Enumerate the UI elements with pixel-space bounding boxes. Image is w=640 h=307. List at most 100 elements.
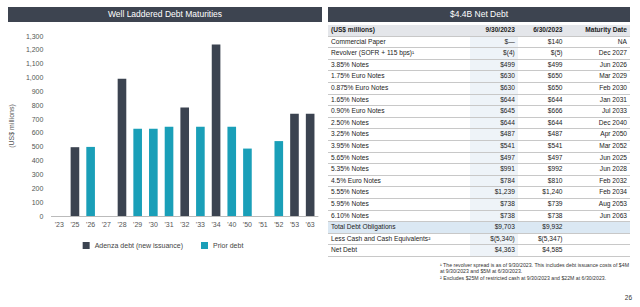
svg-text:400: 400 xyxy=(32,157,44,164)
html-text:$644: $644 xyxy=(547,118,563,126)
svg-text:'52: '52 xyxy=(274,221,283,228)
html-text:2.50% Notes: 2.50% Notes xyxy=(331,118,369,126)
svg-text:700: 700 xyxy=(32,116,44,123)
svg-text:'27: '27 xyxy=(102,221,111,228)
html-text:Feb 2034: Feb 2034 xyxy=(599,188,627,196)
html-text:5.65% Notes: 5.65% Notes xyxy=(331,153,369,161)
html-text:$499: $499 xyxy=(547,60,563,68)
html-text:$487: $487 xyxy=(500,130,515,138)
html-text:Dec 2040: Dec 2040 xyxy=(598,118,627,126)
html-text:Commercial Paper: Commercial Paper xyxy=(331,37,386,45)
html-text:Jun 2063: Jun 2063 xyxy=(599,211,627,219)
svg-text:'31: '31 xyxy=(164,221,173,228)
html-text:$497: $497 xyxy=(547,153,563,161)
html-text:$784: $784 xyxy=(500,176,515,184)
html-text:$644: $644 xyxy=(547,95,563,103)
svg-text:100: 100 xyxy=(32,199,44,206)
html-text:5.95% Notes: 5.95% Notes xyxy=(331,199,369,207)
svg-text:(US$ millions): (US$ millions) xyxy=(8,104,16,148)
html-text:Mar 2052: Mar 2052 xyxy=(599,141,627,149)
html-text:$499: $499 xyxy=(500,60,515,68)
html-text:Revolver (SOFR + 115 bps)¹: Revolver (SOFR + 115 bps)¹ xyxy=(331,49,415,57)
svg-text:1,300: 1,300 xyxy=(26,33,44,40)
svg-text:'28: '28 xyxy=(117,221,126,228)
svg-text:'53: '53 xyxy=(290,221,299,228)
svg-text:'40: '40 xyxy=(227,221,236,228)
html-text:4.5% Euro Notes: 4.5% Euro Notes xyxy=(331,176,381,184)
html-text:Apr 2050: Apr 2050 xyxy=(600,130,627,138)
html-text:5.55% Notes: 5.55% Notes xyxy=(331,188,369,196)
html-text:$666: $666 xyxy=(547,107,563,115)
svg-text:'51: '51 xyxy=(259,221,268,228)
html-text:1.65% Notes: 1.65% Notes xyxy=(331,95,369,103)
svg-text:'26: '26 xyxy=(86,221,95,228)
html-text:3.95% Notes: 3.95% Notes xyxy=(331,141,369,149)
html-text:Jan 2031: Jan 2031 xyxy=(599,95,627,103)
svg-text:0: 0 xyxy=(40,213,44,220)
html-text:Jul 2033: Jul 2033 xyxy=(602,107,627,115)
html-text:$650: $650 xyxy=(547,72,563,80)
html-text:$739: $739 xyxy=(547,199,563,207)
html-text:$140: $140 xyxy=(547,37,563,45)
html-text:$487: $487 xyxy=(547,130,563,138)
html-text:$644: $644 xyxy=(500,118,515,126)
html-text:$738: $738 xyxy=(500,211,515,219)
html-text:$738: $738 xyxy=(547,211,563,219)
html-text:$992: $992 xyxy=(547,165,563,173)
html-text:3.85% Notes: 3.85% Notes xyxy=(331,60,369,68)
svg-text:1,200: 1,200 xyxy=(26,46,44,53)
html-text:$630: $630 xyxy=(500,72,515,80)
html-text:$541: $541 xyxy=(500,141,515,149)
svg-text:'63: '63 xyxy=(306,221,315,228)
html-text:Total Debt Obligations: Total Debt Obligations xyxy=(331,223,396,231)
html-text:Jun 2025: Jun 2025 xyxy=(599,153,627,161)
html-text:Aug 2053: Aug 2053 xyxy=(598,199,627,207)
html-text:Less Cash and Cash Equivalents: Less Cash and Cash Equivalents² xyxy=(331,234,431,242)
html-text:$(5): $(5) xyxy=(550,49,563,57)
svg-text:Prior debt: Prior debt xyxy=(213,242,243,249)
html-text:$645: $645 xyxy=(500,107,515,115)
html-text:$497: $497 xyxy=(500,153,515,161)
svg-text:'25: '25 xyxy=(70,221,79,228)
svg-text:'34: '34 xyxy=(212,221,221,228)
html-text:$4.4B Net Debt: $4.4B Net Debt xyxy=(449,9,509,19)
svg-text:'29: '29 xyxy=(133,221,142,228)
html-text:$9,932: $9,932 xyxy=(542,223,563,231)
html-text:Feb 2032: Feb 2032 xyxy=(599,176,627,184)
svg-text:Adenza debt (new issuance): Adenza debt (new issuance) xyxy=(95,242,183,250)
html-text:$(4): $(4) xyxy=(503,49,515,57)
html-text:6.10% Notes: 6.10% Notes xyxy=(331,211,369,219)
html-text:Jun 2028: Jun 2028 xyxy=(599,165,627,173)
html-text:$991: $991 xyxy=(500,165,515,173)
html-text:5.35% Notes: 5.35% Notes xyxy=(331,165,369,173)
svg-text:500: 500 xyxy=(32,143,44,150)
html-text:$644: $644 xyxy=(500,95,515,103)
html-text:$541: $541 xyxy=(547,141,563,149)
svg-text:1,000: 1,000 xyxy=(26,74,44,81)
html-text:Mar 2029: Mar 2029 xyxy=(599,72,627,80)
svg-text:'23: '23 xyxy=(55,221,64,228)
svg-text:1,100: 1,100 xyxy=(26,60,44,67)
html-text:Jun 2026: Jun 2026 xyxy=(599,60,627,68)
html-text:Well Laddered Debt Maturities: Well Laddered Debt Maturities xyxy=(107,9,223,19)
html-text:$810: $810 xyxy=(547,176,563,184)
html-text:$9,703: $9,703 xyxy=(494,223,515,231)
html-text:Dec 2027: Dec 2027 xyxy=(598,49,627,57)
svg-text:'32: '32 xyxy=(180,221,189,228)
svg-text:300: 300 xyxy=(32,171,44,178)
html-text:¹ The revolver spread is as of: ¹ The revolver spread is as of 9/30/2023… xyxy=(440,262,629,275)
svg-text:'33: '33 xyxy=(196,221,205,228)
svg-text:800: 800 xyxy=(32,102,44,109)
html-text:1.75% Euro Notes: 1.75% Euro Notes xyxy=(331,72,385,80)
html-text:3.25% Notes: 3.25% Notes xyxy=(331,130,369,138)
svg-text:'50: '50 xyxy=(243,221,252,228)
html-text:NA: NA xyxy=(617,37,627,45)
html-text:$1,239: $1,239 xyxy=(494,188,515,196)
html-text:0.90% Euro Notes: 0.90% Euro Notes xyxy=(331,107,385,115)
svg-text:900: 900 xyxy=(32,88,44,95)
svg-text:'30: '30 xyxy=(149,221,158,228)
html-text:$738: $738 xyxy=(500,199,515,207)
svg-text:200: 200 xyxy=(32,185,44,192)
html-text:$1,240: $1,240 xyxy=(542,188,563,196)
svg-text:600: 600 xyxy=(32,129,44,136)
